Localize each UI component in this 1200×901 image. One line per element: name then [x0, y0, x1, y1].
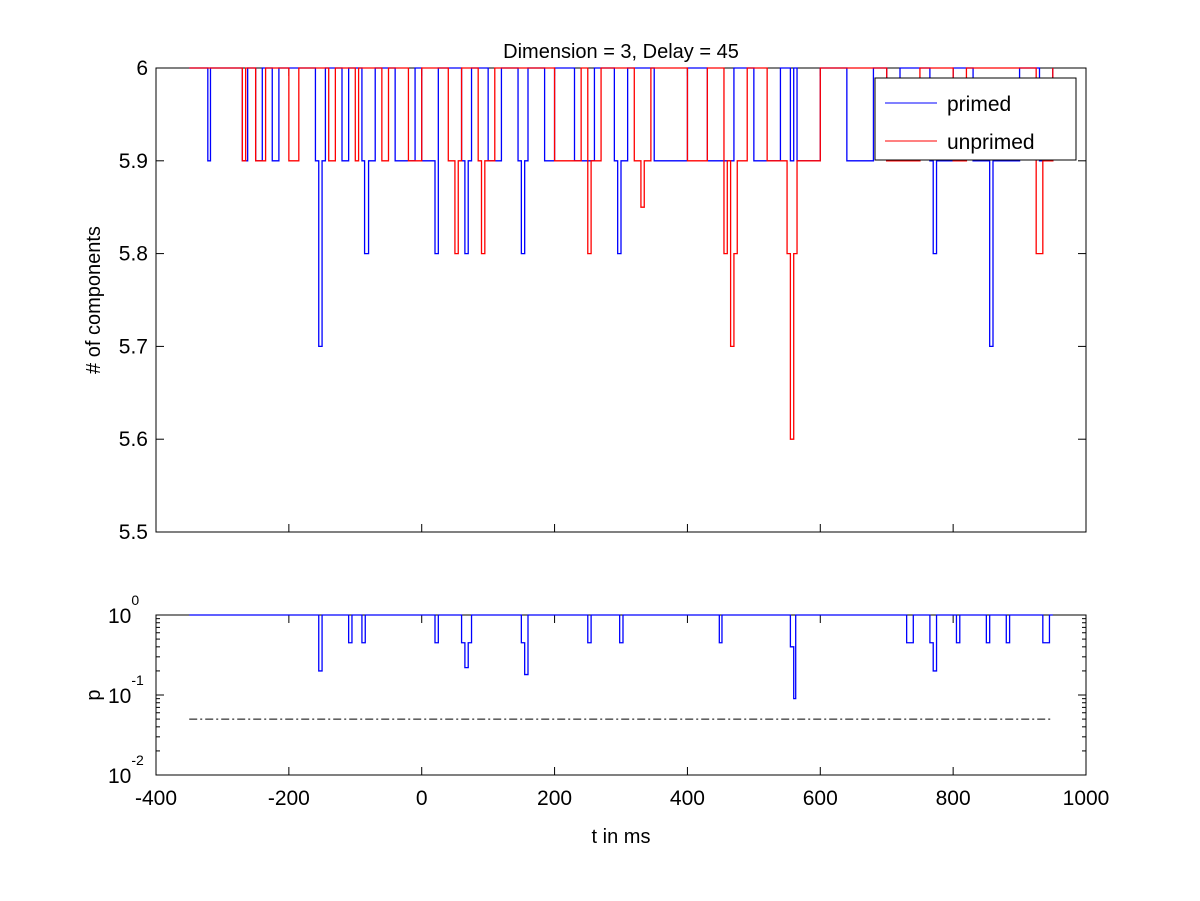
y-tick-label: 5.8: [119, 243, 148, 266]
x-tick-label: -200: [268, 787, 310, 810]
y-tick-label: 5.5: [119, 521, 148, 544]
x-tick-label: 200: [537, 787, 572, 810]
x-tick-label: 0: [416, 787, 428, 810]
tick-base: 10: [108, 765, 131, 788]
tick-base: 10: [108, 685, 131, 708]
y-tick-label: 6: [136, 57, 148, 80]
y-tick-label: 5.9: [119, 150, 148, 173]
chart-title: Dimension = 3, Delay = 45: [503, 41, 739, 63]
legend-box: [874, 77, 1077, 161]
x-tick-label: 400: [670, 787, 705, 810]
x-tick-label: 1000: [1063, 787, 1110, 810]
y-axis-label: # of components: [83, 226, 105, 374]
x-tick-label: -400: [135, 787, 177, 810]
y-tick-label: 10-2: [108, 752, 144, 788]
x-axis-label: t in ms: [592, 826, 651, 848]
tick-exponent: 0: [131, 592, 139, 608]
x-tick-label: 800: [936, 787, 971, 810]
tick-exponent: -2: [131, 752, 144, 768]
legend-label: primed: [947, 93, 1011, 116]
data-line: [189, 614, 1053, 700]
y-tick-label: 5.6: [119, 428, 148, 451]
y-tick-label: 10-1: [108, 672, 144, 708]
tick-base: 10: [108, 605, 131, 628]
y-axis-label: p: [83, 689, 105, 700]
y-tick-label: 100: [108, 592, 139, 628]
tick-exponent: -1: [131, 672, 144, 688]
x-tick-label: 600: [803, 787, 838, 810]
data-line: [189, 67, 1054, 440]
legend-label: unprimed: [947, 131, 1035, 154]
y-tick-label: 5.7: [119, 335, 148, 358]
